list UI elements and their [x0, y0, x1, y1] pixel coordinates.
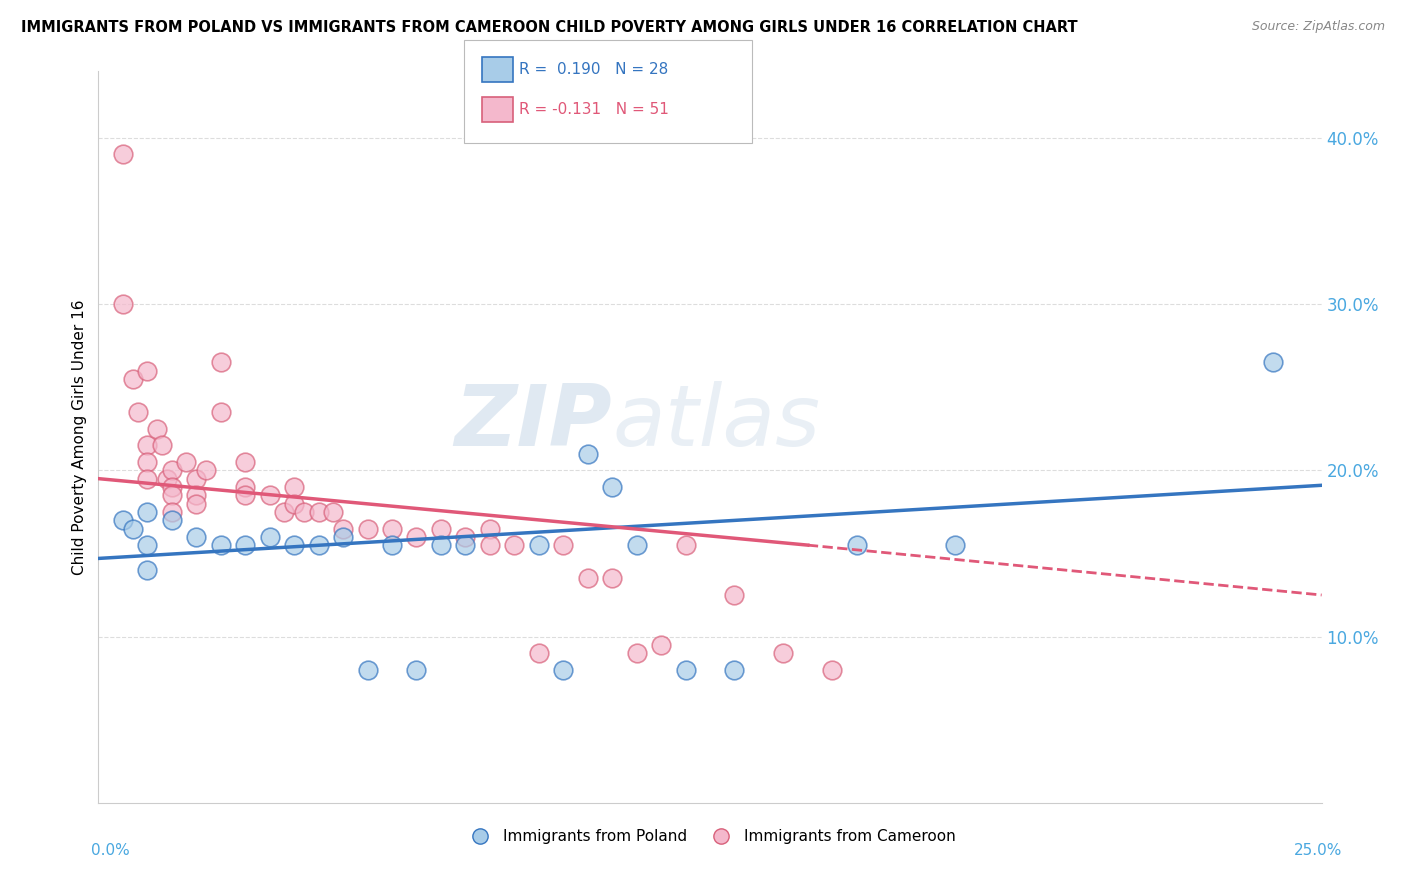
Point — [209, 538, 232, 552]
Point — [209, 355, 232, 369]
Point — [723, 663, 745, 677]
Point — [127, 405, 149, 419]
Point — [454, 530, 477, 544]
Point — [195, 463, 218, 477]
Point — [322, 505, 344, 519]
Point — [626, 646, 648, 660]
Point — [943, 538, 966, 552]
Point — [292, 505, 315, 519]
Legend: Immigrants from Poland, Immigrants from Cameroon: Immigrants from Poland, Immigrants from … — [458, 822, 962, 850]
Point — [160, 513, 183, 527]
Point — [160, 488, 183, 502]
Point — [675, 538, 697, 552]
Point — [233, 488, 256, 502]
Point — [121, 521, 143, 535]
Point — [283, 480, 305, 494]
Point — [430, 538, 453, 552]
Point — [136, 438, 159, 452]
Point — [576, 447, 599, 461]
Point — [160, 505, 183, 519]
Point — [150, 438, 173, 452]
Point — [527, 538, 550, 552]
Point — [160, 480, 183, 494]
Point — [356, 663, 378, 677]
Point — [156, 472, 179, 486]
Point — [430, 521, 453, 535]
Point — [111, 513, 134, 527]
Point — [553, 663, 575, 677]
Text: R =  0.190   N = 28: R = 0.190 N = 28 — [519, 62, 668, 77]
Point — [626, 538, 648, 552]
Y-axis label: Child Poverty Among Girls Under 16: Child Poverty Among Girls Under 16 — [72, 300, 87, 574]
Point — [273, 505, 295, 519]
Point — [478, 521, 501, 535]
Point — [186, 472, 208, 486]
Point — [136, 563, 159, 577]
Point — [186, 530, 208, 544]
Point — [111, 297, 134, 311]
Point — [503, 538, 526, 552]
Point — [259, 488, 281, 502]
Point — [233, 538, 256, 552]
Point — [723, 588, 745, 602]
Point — [160, 463, 183, 477]
Text: R = -0.131   N = 51: R = -0.131 N = 51 — [519, 103, 669, 117]
Point — [332, 530, 354, 544]
Point — [576, 571, 599, 585]
Point — [136, 363, 159, 377]
Point — [772, 646, 794, 660]
Point — [600, 571, 623, 585]
Point — [176, 455, 198, 469]
Point — [186, 497, 208, 511]
Point — [454, 538, 477, 552]
Point — [111, 147, 134, 161]
Point — [675, 663, 697, 677]
Point — [136, 505, 159, 519]
Point — [600, 480, 623, 494]
Text: 25.0%: 25.0% — [1295, 843, 1343, 858]
Text: IMMIGRANTS FROM POLAND VS IMMIGRANTS FROM CAMEROON CHILD POVERTY AMONG GIRLS UND: IMMIGRANTS FROM POLAND VS IMMIGRANTS FRO… — [21, 20, 1078, 35]
Point — [405, 663, 427, 677]
Point — [283, 538, 305, 552]
Point — [553, 538, 575, 552]
Point — [478, 538, 501, 552]
Point — [136, 472, 159, 486]
Point — [356, 521, 378, 535]
Point — [332, 521, 354, 535]
Text: Source: ZipAtlas.com: Source: ZipAtlas.com — [1251, 20, 1385, 33]
Point — [186, 488, 208, 502]
Point — [308, 505, 330, 519]
Point — [381, 538, 404, 552]
Point — [146, 422, 169, 436]
Point — [821, 663, 844, 677]
Point — [308, 538, 330, 552]
Point — [259, 530, 281, 544]
Text: atlas: atlas — [612, 381, 820, 464]
Point — [405, 530, 427, 544]
Point — [233, 455, 256, 469]
Point — [381, 521, 404, 535]
Point — [136, 538, 159, 552]
Point — [650, 638, 672, 652]
Point — [845, 538, 868, 552]
Text: 0.0%: 0.0% — [91, 843, 131, 858]
Point — [209, 405, 232, 419]
Text: ZIP: ZIP — [454, 381, 612, 464]
Point — [283, 497, 305, 511]
Point — [1261, 355, 1284, 369]
Point — [233, 480, 256, 494]
Point — [121, 372, 143, 386]
Point — [527, 646, 550, 660]
Point — [136, 455, 159, 469]
